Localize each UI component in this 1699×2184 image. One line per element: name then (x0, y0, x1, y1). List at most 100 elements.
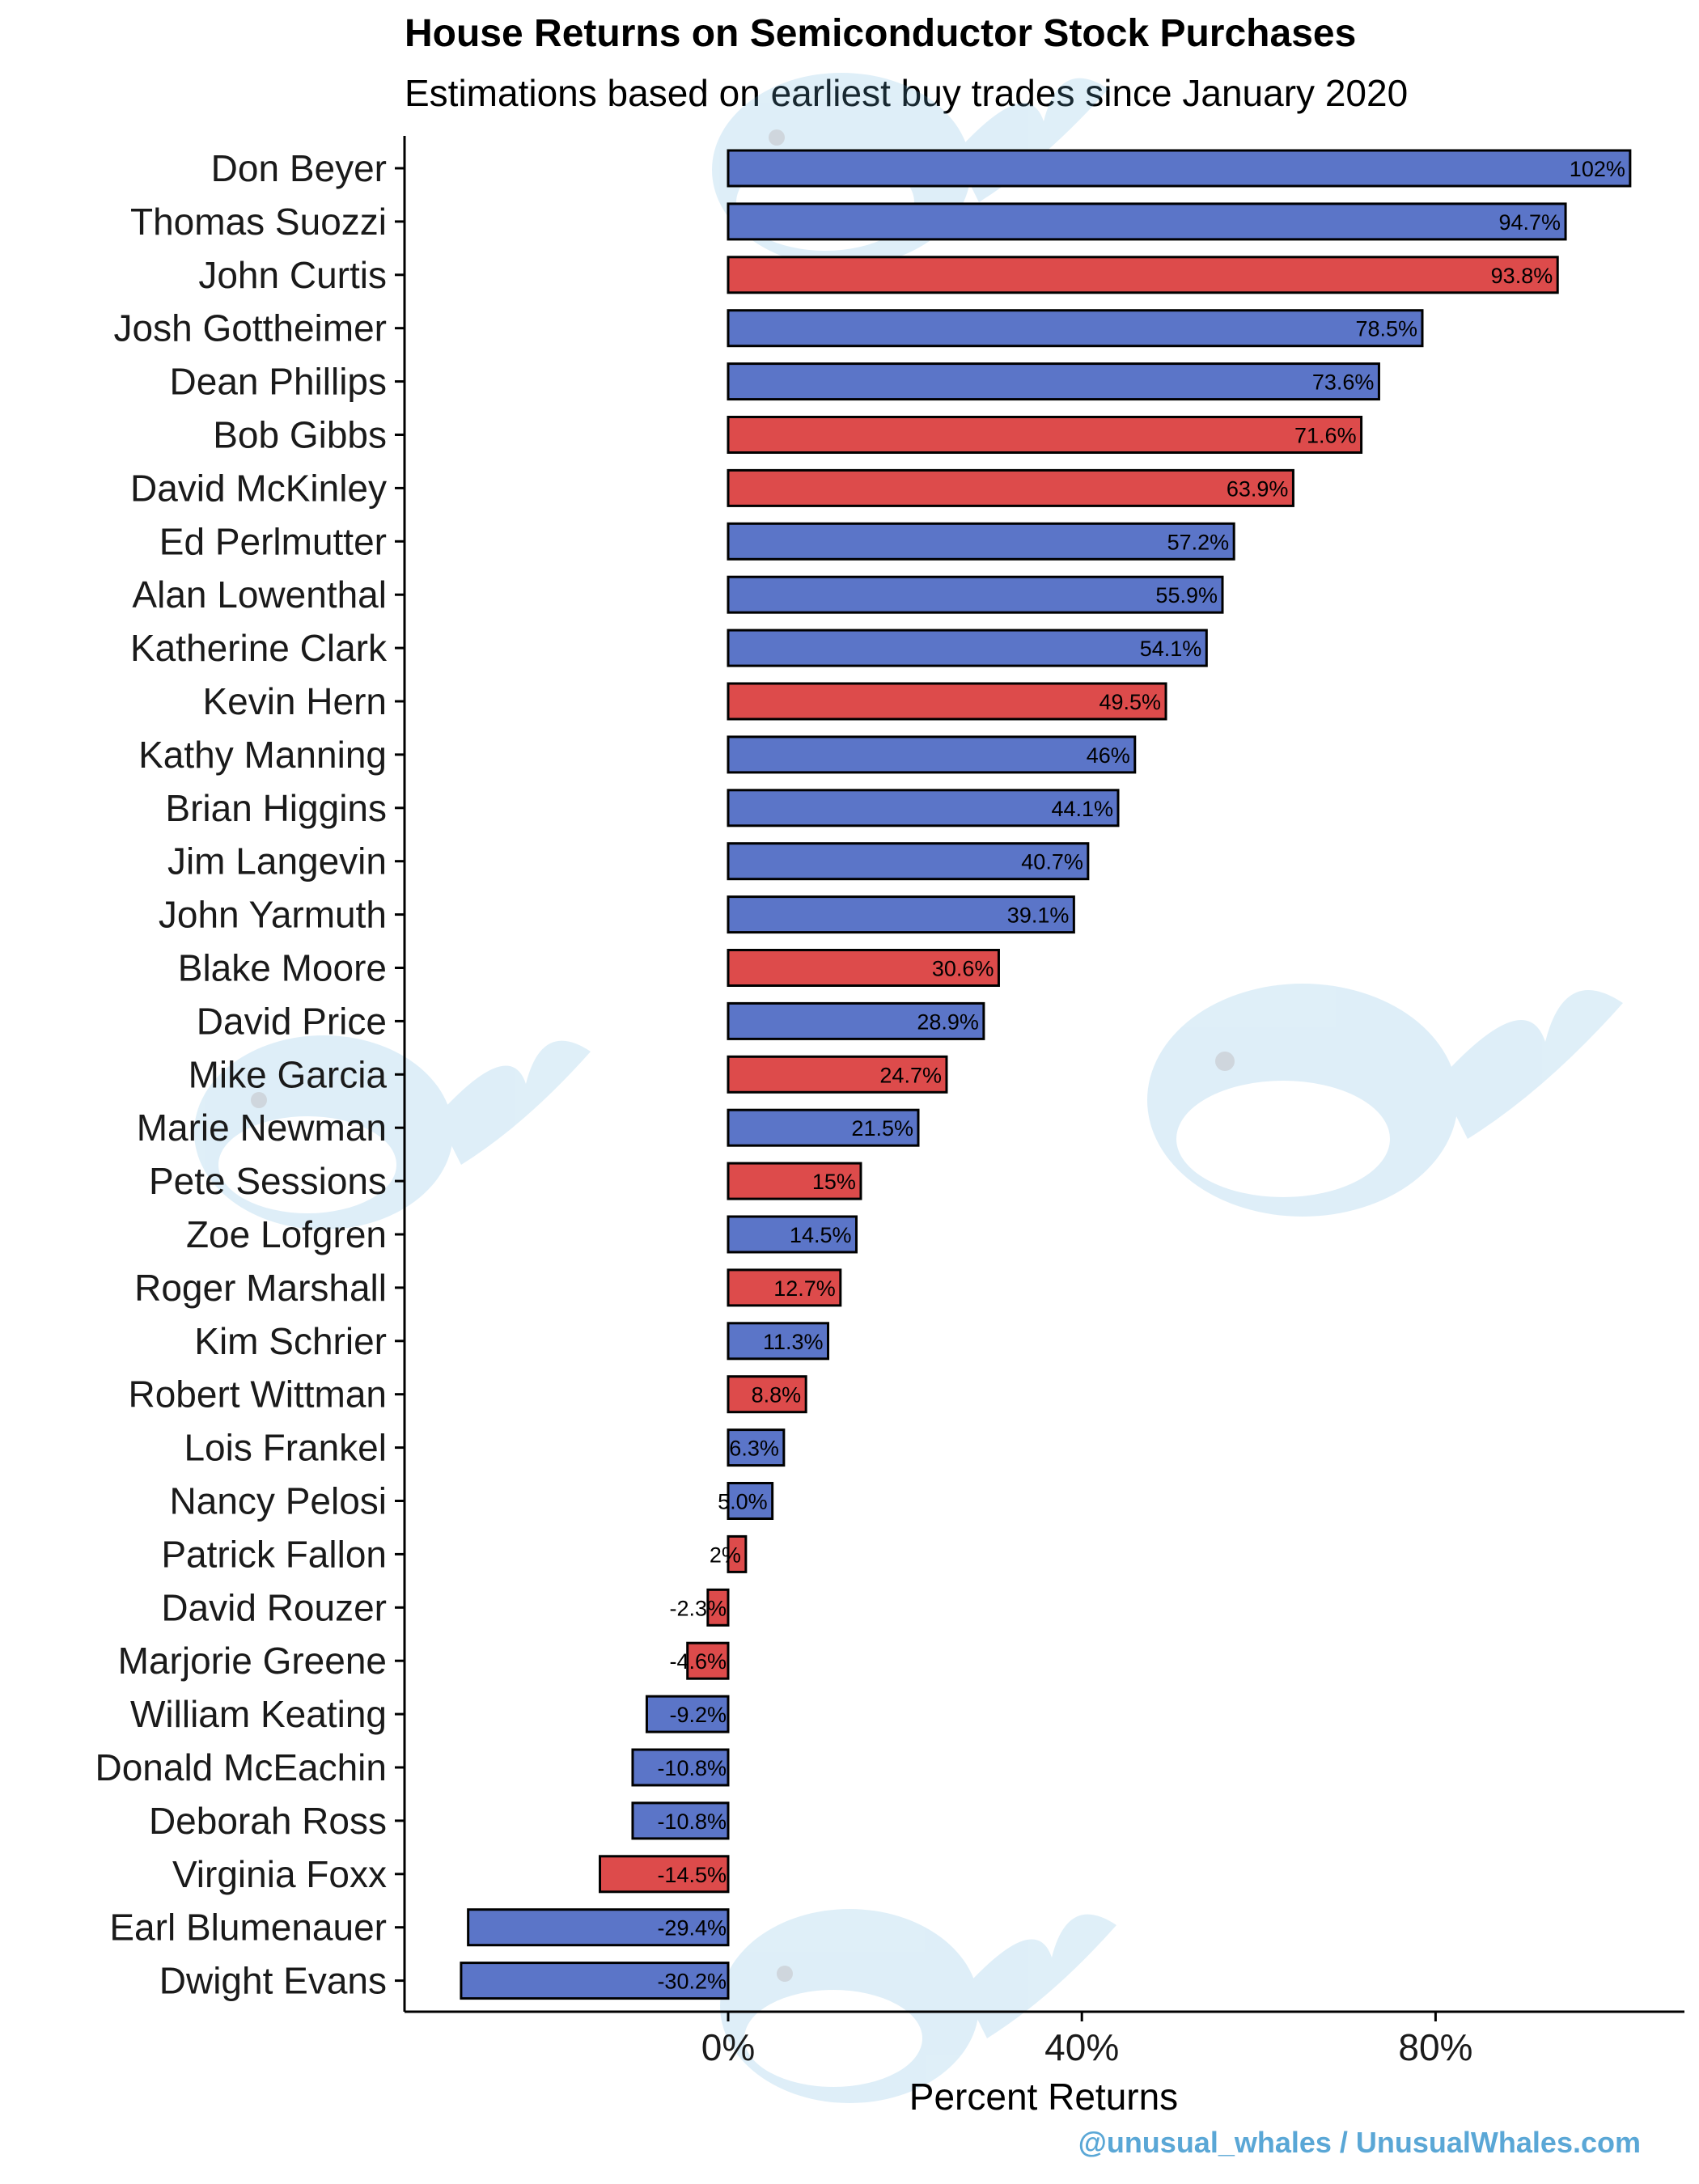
bar (727, 1268, 842, 1307)
bar-value-label: 54.1% (1140, 637, 1202, 661)
y-tick-label: William Keating (130, 1693, 387, 1735)
chart-title: House Returns on Semiconductor Stock Pur… (405, 12, 1357, 55)
bar (727, 1162, 862, 1200)
bar (727, 949, 1000, 987)
bar (631, 1748, 730, 1787)
y-tick-label: Marie Newman (137, 1107, 387, 1149)
bars-group (460, 149, 1632, 2000)
bar-value-label: 14.5% (790, 1223, 852, 1247)
bar-value-label: 15% (812, 1170, 856, 1194)
bar (727, 468, 1294, 507)
y-tick-label: Dwight Evans (159, 1960, 387, 2002)
y-tick-label: Pete Sessions (149, 1160, 387, 1202)
bar (727, 1215, 858, 1254)
bar-value-label: 39.1% (1007, 904, 1070, 928)
y-tick-label: John Curtis (198, 254, 387, 296)
bar (727, 629, 1208, 667)
y-tick-label: Roger Marshall (134, 1267, 387, 1309)
y-tick-label: Zoe Lofgren (186, 1213, 387, 1255)
bar (727, 735, 1137, 774)
bar-value-label: -9.2% (669, 1703, 727, 1727)
y-tick-label: Dean Phillips (170, 361, 387, 403)
whale-watermark-icon (1147, 984, 1623, 1217)
bar-value-label: 24.7% (879, 1063, 942, 1087)
bar-value-label: 5.0% (718, 1490, 768, 1514)
bar (727, 1428, 786, 1467)
y-tick-label: Kim Schrier (194, 1320, 387, 1362)
watermark-credit: @unusual_whales / UnusualWhales.com (1078, 2126, 1641, 2159)
bar-value-label: -10.8% (657, 1809, 727, 1834)
whale-watermark-icon (720, 1909, 1116, 2103)
y-tick-label: Brian Higgins (165, 787, 387, 829)
y-tick-label: Donald McEachin (95, 1746, 387, 1788)
y-tick-label: Kathy Manning (138, 734, 387, 776)
bar (727, 842, 1090, 881)
y-tick-label: Thomas Suozzi (130, 201, 387, 243)
bar (727, 895, 1075, 934)
bar (727, 1322, 830, 1361)
bar (727, 575, 1224, 614)
bar-value-label: -29.4% (657, 1916, 727, 1941)
bar-value-label: 12.7% (773, 1276, 836, 1301)
axes-group (395, 136, 1684, 2021)
bar-value-label: -4.6% (669, 1649, 727, 1674)
bar-value-label: 21.5% (851, 1116, 913, 1141)
bar (727, 149, 1632, 188)
y-tick-label: Marjorie Greene (118, 1640, 387, 1682)
bar-value-label: 73.6% (1312, 370, 1375, 395)
bar-value-label: 11.3% (763, 1330, 824, 1354)
bar (727, 202, 1567, 241)
x-axis-title: Percent Returns (909, 2076, 1178, 2118)
bar-value-label: 46% (1087, 743, 1130, 768)
x-tick-label: 80% (1398, 2026, 1472, 2068)
bar-value-label: 93.8% (1491, 264, 1553, 288)
bar-value-label: 8.8% (752, 1383, 802, 1407)
bar (727, 522, 1235, 561)
bar-value-label: 63.9% (1227, 476, 1289, 501)
y-tick-label: Alan Lowenthal (132, 574, 387, 616)
bar (727, 682, 1167, 721)
chart-subtitle: Estimations based on earliest buy trades… (405, 72, 1409, 114)
bar-value-label: -10.8% (657, 1756, 727, 1780)
y-tick-label: David McKinley (130, 467, 387, 509)
x-tick-label: 0% (701, 2026, 755, 2068)
bar (460, 1962, 730, 2000)
bar (727, 1055, 948, 1094)
bar-value-label: 102% (1570, 157, 1625, 181)
bar (727, 309, 1424, 348)
bar (727, 1001, 985, 1040)
bar (686, 1641, 730, 1680)
bar-value-label: -2.3% (669, 1596, 727, 1620)
y-tick-label: Earl Blumenauer (109, 1907, 387, 1949)
bar-value-label: 6.3% (729, 1437, 779, 1461)
bar-value-label: 78.5% (1355, 317, 1417, 341)
y-tick-label: Don Beyer (211, 147, 387, 189)
bar (727, 1375, 807, 1414)
y-tick-label: Blake Moore (178, 947, 387, 989)
bar (645, 1695, 730, 1733)
whale-watermark-icon (194, 1035, 591, 1230)
y-tick-label: Nancy Pelosi (170, 1480, 387, 1522)
y-tick-label: Josh Gottheimer (114, 307, 387, 349)
y-tick-label: Ed Perlmutter (159, 520, 387, 562)
bar (727, 416, 1363, 454)
bar-value-label: 94.7% (1499, 210, 1561, 235)
bar-value-label: -30.2% (657, 1970, 727, 1994)
bar-value-label: -14.5% (657, 1863, 727, 1887)
bar-value-label: 28.9% (917, 1009, 979, 1034)
bar (727, 1108, 920, 1147)
bar (727, 789, 1120, 827)
y-tick-label: Bob Gibbs (213, 414, 387, 456)
y-tick-label: Lois Frankel (184, 1427, 387, 1469)
bar (706, 1588, 730, 1627)
bar (727, 256, 1559, 294)
bar (727, 1534, 748, 1573)
x-tick-label: 40% (1044, 2026, 1119, 2068)
bar-value-label: 57.2% (1167, 530, 1230, 554)
bar (631, 1801, 730, 1840)
bar (599, 1855, 730, 1894)
bar (727, 1482, 774, 1520)
y-tick-label: Katherine Clark (130, 627, 388, 669)
